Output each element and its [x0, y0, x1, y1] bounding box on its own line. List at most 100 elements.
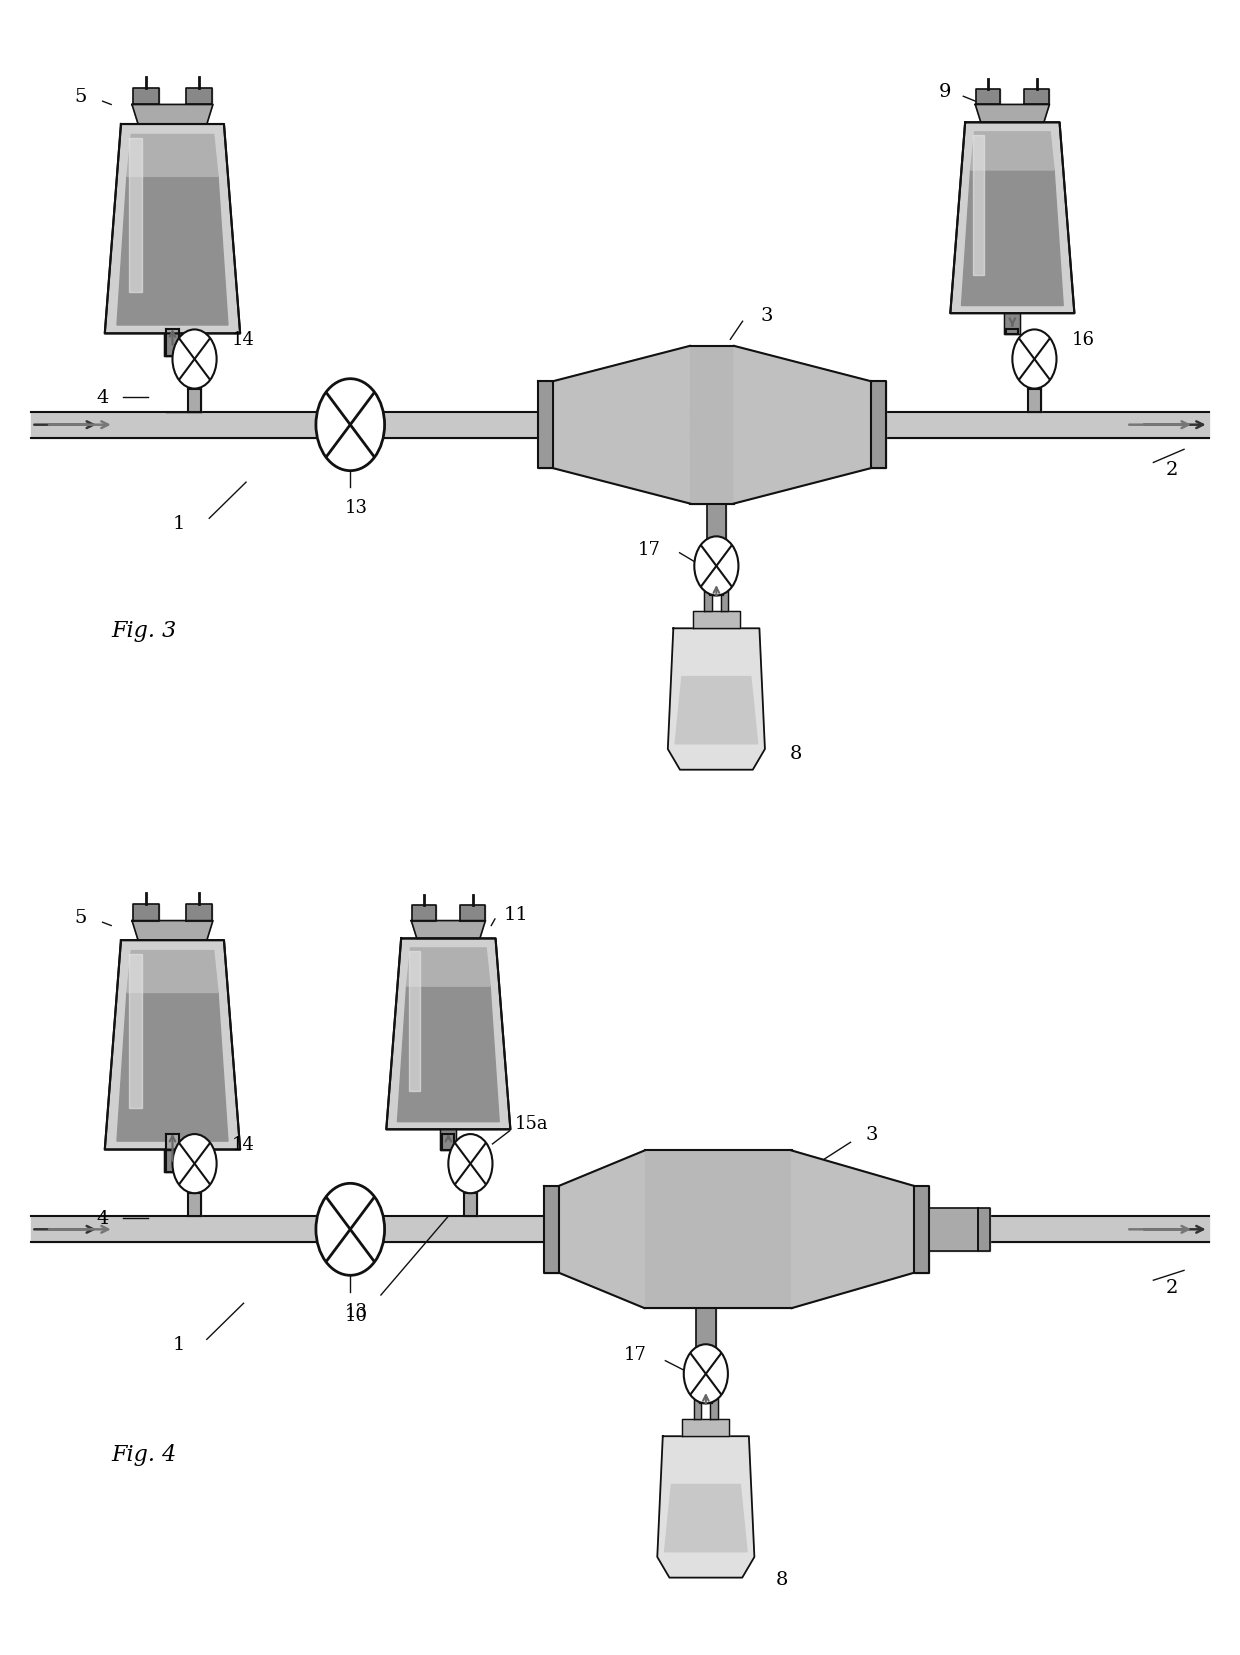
Polygon shape: [443, 1134, 455, 1150]
Polygon shape: [126, 136, 218, 177]
Polygon shape: [544, 1187, 559, 1273]
Polygon shape: [1006, 331, 1018, 334]
Text: 8: 8: [790, 745, 802, 763]
Circle shape: [1012, 331, 1056, 389]
Polygon shape: [166, 331, 179, 356]
Polygon shape: [720, 591, 728, 612]
Polygon shape: [407, 948, 490, 986]
Polygon shape: [914, 1187, 929, 1273]
Text: 15a: 15a: [515, 1114, 548, 1132]
Circle shape: [316, 1183, 384, 1276]
Polygon shape: [976, 106, 1049, 122]
Polygon shape: [412, 922, 485, 938]
Text: 10: 10: [345, 1306, 368, 1324]
Polygon shape: [711, 591, 723, 596]
Text: Fig. 4: Fig. 4: [112, 1443, 176, 1465]
Polygon shape: [711, 1398, 718, 1418]
Polygon shape: [188, 389, 201, 412]
Polygon shape: [117, 993, 228, 1142]
Text: 16: 16: [1071, 331, 1095, 349]
Polygon shape: [972, 136, 985, 276]
Polygon shape: [188, 1193, 201, 1216]
Text: 17: 17: [637, 541, 661, 559]
Polygon shape: [31, 412, 1209, 439]
Polygon shape: [1004, 314, 1021, 334]
Circle shape: [683, 1344, 728, 1403]
Text: 2: 2: [1166, 1278, 1178, 1296]
Text: 13: 13: [345, 1302, 368, 1321]
Polygon shape: [657, 1437, 754, 1577]
Polygon shape: [131, 106, 213, 124]
Polygon shape: [682, 1418, 729, 1437]
Polygon shape: [559, 1150, 645, 1309]
Polygon shape: [460, 905, 485, 922]
Polygon shape: [950, 122, 1074, 314]
Polygon shape: [440, 1130, 456, 1150]
Polygon shape: [645, 1150, 791, 1309]
Text: 1: 1: [172, 515, 185, 533]
Polygon shape: [131, 922, 213, 940]
Polygon shape: [675, 677, 758, 745]
Polygon shape: [387, 938, 511, 1130]
Text: 13: 13: [345, 498, 368, 516]
Polygon shape: [186, 904, 212, 922]
Polygon shape: [164, 334, 181, 356]
Polygon shape: [707, 505, 727, 549]
Polygon shape: [734, 346, 872, 505]
Polygon shape: [665, 1485, 746, 1552]
Polygon shape: [117, 177, 228, 326]
Polygon shape: [398, 986, 500, 1122]
Polygon shape: [704, 591, 712, 612]
Polygon shape: [129, 139, 141, 293]
Polygon shape: [696, 1309, 715, 1357]
Polygon shape: [164, 1150, 181, 1172]
Polygon shape: [412, 905, 436, 922]
Polygon shape: [791, 1150, 914, 1309]
Text: 2: 2: [1166, 460, 1178, 478]
Polygon shape: [105, 124, 241, 334]
Polygon shape: [126, 952, 218, 993]
Text: 4: 4: [97, 1210, 109, 1226]
Text: 3: 3: [866, 1125, 878, 1144]
Polygon shape: [693, 612, 740, 629]
Polygon shape: [699, 1398, 712, 1403]
Text: 1: 1: [172, 1336, 185, 1354]
Polygon shape: [1024, 89, 1049, 106]
Text: 8: 8: [776, 1571, 789, 1589]
Polygon shape: [976, 89, 1001, 106]
Text: 9: 9: [939, 83, 951, 101]
Text: 5: 5: [74, 909, 87, 927]
Text: Fig. 3: Fig. 3: [112, 619, 176, 642]
Text: 11: 11: [503, 905, 528, 923]
Text: 14: 14: [232, 1135, 255, 1154]
Polygon shape: [166, 1134, 179, 1172]
Circle shape: [172, 331, 217, 389]
Polygon shape: [872, 382, 887, 468]
Text: 17: 17: [624, 1346, 646, 1364]
Polygon shape: [538, 382, 553, 468]
Polygon shape: [105, 940, 241, 1150]
Circle shape: [316, 379, 384, 472]
Text: 3: 3: [761, 306, 774, 324]
Polygon shape: [129, 955, 141, 1107]
Polygon shape: [133, 904, 159, 922]
Polygon shape: [978, 1208, 991, 1251]
Polygon shape: [133, 89, 159, 106]
Polygon shape: [409, 952, 420, 1092]
Polygon shape: [668, 629, 765, 770]
Circle shape: [694, 536, 739, 596]
Polygon shape: [1028, 389, 1040, 412]
Text: 14: 14: [232, 331, 255, 349]
Polygon shape: [689, 346, 734, 505]
Circle shape: [449, 1134, 492, 1193]
Text: 4: 4: [97, 389, 109, 407]
Polygon shape: [929, 1208, 978, 1251]
Polygon shape: [31, 1216, 1209, 1243]
Polygon shape: [553, 346, 689, 505]
Polygon shape: [693, 1398, 702, 1418]
Polygon shape: [186, 89, 212, 106]
Polygon shape: [961, 170, 1063, 306]
Polygon shape: [971, 132, 1054, 170]
Text: 5: 5: [74, 88, 87, 106]
Circle shape: [172, 1134, 217, 1193]
